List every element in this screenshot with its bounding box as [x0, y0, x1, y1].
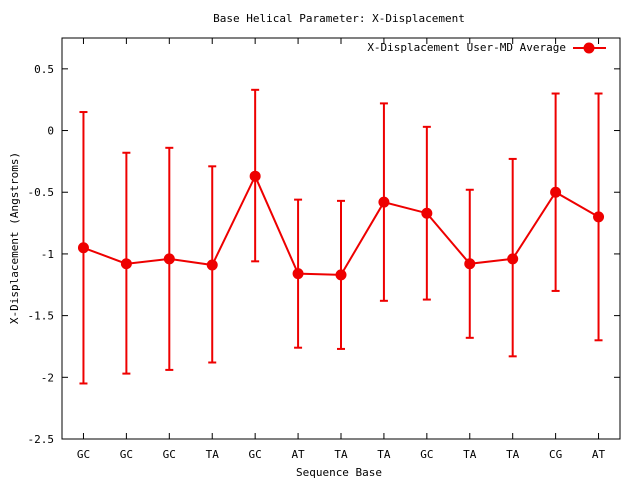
x-tick-label: AT [291, 448, 305, 461]
x-tick-label: GC [120, 448, 133, 461]
x-tick-label: GC [420, 448, 433, 461]
x-tick-label: TA [463, 448, 477, 461]
legend: X-Displacement User-MD Average [367, 41, 606, 54]
y-tick-label: 0.5 [34, 63, 54, 76]
chart-title: Base Helical Parameter: X-Displacement [213, 12, 465, 25]
series-layer [77, 88, 605, 385]
data-point [163, 253, 175, 265]
data-point [464, 258, 476, 270]
x-tick-label: TA [334, 448, 348, 461]
y-tick-label: -2.5 [28, 433, 55, 446]
data-point [335, 269, 347, 281]
x-tick-label: TA [377, 448, 391, 461]
data-point [550, 186, 562, 198]
data-point [507, 253, 519, 265]
data-point [77, 242, 89, 254]
data-point [120, 258, 132, 270]
y-axis-label: X-Displacement (Angstroms) [8, 152, 21, 324]
legend-label: X-Displacement User-MD Average [367, 41, 566, 54]
legend-marker [583, 42, 595, 54]
x-axis: GC GC GC TA GC AT TA TA GC TA TA CG AT [77, 38, 606, 461]
x-tick-label: AT [592, 448, 606, 461]
x-tick-label: GC [249, 448, 262, 461]
data-point [206, 259, 218, 271]
y-axis: 0.5 0 -0.5 -1 -1.5 -2 -2.5 [28, 63, 620, 446]
data-point [249, 170, 261, 182]
x-tick-label: GC [77, 448, 90, 461]
x-axis-label: Sequence Base [296, 466, 382, 479]
x-tick-label: GC [163, 448, 176, 461]
x-tick-label: TA [506, 448, 520, 461]
data-point [378, 196, 390, 208]
y-tick-label: 0 [47, 125, 54, 138]
y-tick-label: -1 [41, 248, 54, 261]
data-point [421, 207, 433, 219]
y-tick-label: -2 [41, 371, 54, 384]
x-tick-label: CG [549, 448, 562, 461]
data-point [593, 211, 605, 223]
x-tick-label: TA [206, 448, 220, 461]
data-point [292, 268, 304, 280]
y-tick-label: -1.5 [28, 310, 55, 323]
y-tick-label: -0.5 [28, 186, 55, 199]
